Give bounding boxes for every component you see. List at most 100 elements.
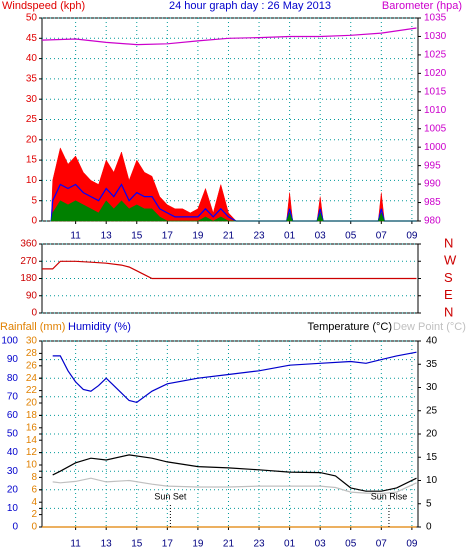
y-axis-title: Windspeed (kph) (2, 0, 85, 12)
x-tick-label: 13 (101, 539, 113, 550)
y2-tick-label: 35 (426, 359, 438, 370)
y2-tick-label: W (444, 253, 457, 268)
x-tick-label: 15 (131, 231, 143, 242)
y2-tick-label: 25 (426, 405, 438, 416)
x-tick-label: 21 (223, 539, 235, 550)
x-tick-label: 05 (345, 539, 357, 550)
y-tick-label: 270 (20, 256, 37, 267)
y-tick-label: 70 (7, 391, 19, 402)
y-tick-label: 20 (7, 484, 19, 495)
y-tick-label: 0 (31, 216, 37, 227)
y2-tick-label: 0 (426, 522, 432, 533)
y-tick-label: 90 (26, 290, 38, 301)
legend-entry: Temperature (°C) (308, 321, 392, 333)
line (52, 477, 417, 495)
y-tick-label: 50 (26, 13, 38, 24)
y3-tick-label: 12 (26, 447, 38, 458)
x-tick-label: 03 (315, 231, 327, 242)
y2-axis-title: Barometer (hpa) (382, 0, 462, 12)
y2-tick-label: 10 (426, 475, 438, 486)
x-tick-label: 13 (101, 231, 113, 242)
y2-tick-label: S (444, 270, 453, 285)
y3-tick-label: 20 (26, 398, 38, 409)
y3-tick-label: 2 (31, 509, 37, 520)
legend-entry: Humidity (%) (68, 321, 131, 333)
y-tick-label: 5 (31, 195, 37, 206)
y3-tick-label: 28 (26, 348, 38, 359)
y-tick-label: 35 (26, 74, 38, 85)
x-tick-label: 11 (70, 231, 81, 242)
y-tick-label: 50 (7, 429, 19, 440)
y3-tick-label: 18 (26, 410, 38, 421)
y3-tick-label: 6 (31, 484, 37, 495)
y-tick-label: 60 (7, 410, 19, 421)
y-tick-label: 10 (7, 503, 19, 514)
area (50, 147, 417, 222)
y-tick-label: 40 (7, 447, 19, 458)
area (50, 200, 417, 222)
y3-tick-label: 0 (31, 522, 37, 533)
y3-tick-label: 30 (26, 336, 38, 347)
line (42, 260, 417, 280)
y2-tick-label: N (444, 304, 453, 319)
y-tick-label: 10 (26, 175, 38, 186)
y2-tick-label: N (444, 235, 453, 250)
y2-tick-label: 1005 (424, 123, 447, 134)
y3-tick-label: 4 (31, 497, 37, 508)
y3-tick-label: 14 (26, 435, 38, 446)
y2-tick-label: 985 (424, 197, 441, 208)
y3-tick-label: 24 (26, 373, 38, 384)
y2-tick-label: 1010 (424, 105, 447, 116)
x-tick-label: 05 (345, 231, 357, 242)
annotation: Sun Set (154, 491, 187, 501)
y-tick-label: 15 (26, 155, 38, 166)
y3-tick-label: 8 (31, 472, 37, 483)
y3-tick-label: 22 (26, 385, 38, 396)
y2-tick-label: 995 (424, 160, 441, 171)
x-tick-label: 09 (406, 539, 418, 550)
x-tick-label: 19 (192, 539, 204, 550)
y2-tick-label: 20 (426, 429, 438, 440)
legend-entry: Dew Point (°C) (393, 321, 466, 333)
y2-tick-label: 1015 (424, 86, 447, 97)
y-tick-label: 45 (26, 33, 38, 44)
y-tick-label: 30 (26, 94, 38, 105)
y-tick-label: 0 (31, 308, 37, 319)
y2-tick-label: 990 (424, 179, 441, 190)
y2-tick-label: 40 (426, 336, 438, 347)
y-tick-label: 180 (20, 273, 37, 284)
x-tick-label: 21 (223, 231, 235, 242)
x-tick-label: 15 (131, 539, 143, 550)
y2-tick-label: 1035 (424, 13, 447, 24)
y2-tick-label: 5 (426, 498, 432, 509)
y2-tick-label: 1030 (424, 31, 447, 42)
chart-title: 24 hour graph day : 26 May 2013 (169, 0, 331, 12)
y-tick-label: 360 (20, 239, 37, 250)
x-tick-label: 23 (253, 231, 265, 242)
legend-entry: Rainfall (mm) (0, 321, 65, 333)
y-tick-label: 20 (26, 134, 38, 145)
y-tick-label: 90 (7, 354, 19, 365)
y2-tick-label: 15 (426, 452, 438, 463)
x-tick-label: 03 (315, 539, 327, 550)
x-tick-label: 19 (192, 231, 204, 242)
y-tick-label: 40 (26, 53, 38, 64)
x-tick-label: 09 (406, 231, 418, 242)
x-tick-label: 07 (376, 231, 388, 242)
y-tick-label: 0 (12, 522, 18, 533)
x-tick-label: 01 (284, 539, 296, 550)
x-tick-label: 17 (162, 539, 174, 550)
x-tick-label: 23 (253, 539, 265, 550)
y2-tick-label: 1020 (424, 68, 447, 79)
y2-tick-label: 1000 (424, 142, 447, 153)
y2-tick-label: E (444, 287, 453, 302)
line (52, 351, 417, 404)
y-tick-label: 100 (1, 336, 18, 347)
y2-tick-label: 1025 (424, 50, 447, 61)
y3-tick-label: 16 (26, 422, 38, 433)
x-tick-label: 01 (284, 231, 296, 242)
line (52, 454, 417, 492)
x-tick-label: 07 (376, 539, 388, 550)
y-tick-label: 30 (7, 466, 19, 477)
